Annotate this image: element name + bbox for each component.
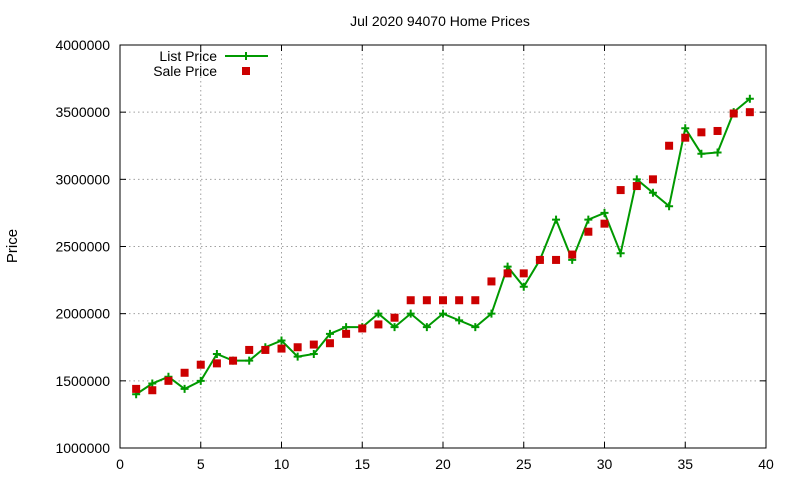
list-price-point (455, 316, 464, 325)
sale-price-point (229, 356, 238, 365)
legend-swatch-list-price-marker (242, 52, 250, 60)
sale-price-point (697, 128, 706, 137)
sale-price-point (422, 296, 431, 305)
list-price-point (713, 148, 722, 157)
list-price-point (422, 323, 431, 332)
sale-price-point (681, 133, 690, 142)
list-price-point (600, 208, 609, 217)
sale-price-point (471, 296, 480, 305)
list-price-point (342, 323, 351, 332)
sale-price-point (293, 343, 302, 352)
sale-price-point (309, 340, 318, 349)
list-price-point (471, 323, 480, 332)
list-price-point (309, 349, 318, 358)
grid (120, 45, 766, 448)
sale-price-point (552, 255, 561, 264)
series-list-price (132, 94, 754, 399)
sale-price-point (342, 329, 351, 338)
y-tick-label: 1500000 (55, 373, 110, 389)
list-price-point (180, 384, 189, 393)
list-price-point (697, 149, 706, 158)
sale-price-point (245, 345, 254, 354)
sale-price-point (212, 359, 221, 368)
list-price-point (648, 188, 657, 197)
x-tick-label: 15 (354, 456, 370, 472)
sale-price-point (164, 376, 173, 385)
y-tick-label: 1000000 (55, 440, 110, 456)
list-price-point (632, 175, 641, 184)
sale-price-point (600, 219, 609, 228)
x-tick-label: 20 (435, 456, 451, 472)
y-tick-label: 4000000 (55, 37, 110, 53)
sale-price-point (648, 175, 657, 184)
list-price-point (503, 262, 512, 271)
chart-title: Jul 2020 94070 Home Prices (350, 13, 530, 29)
list-price-point (519, 282, 528, 291)
sale-price-point (148, 386, 157, 395)
y-axis-label: Price (4, 229, 21, 263)
list-price-point (293, 352, 302, 361)
sale-price-point (455, 296, 464, 305)
sale-price-point (503, 269, 512, 278)
list-price-point (745, 94, 754, 103)
sale-price-point (406, 296, 415, 305)
list-price-point (552, 215, 561, 224)
legend-label-list-price: List Price (159, 48, 217, 64)
list-price-point (148, 379, 157, 388)
x-tick-label: 0 (116, 456, 124, 472)
sale-price-point (132, 384, 141, 393)
y-tick-label: 3500000 (55, 104, 110, 120)
sale-price-point (277, 344, 286, 353)
sale-price-point (568, 250, 577, 259)
sale-price-point (632, 182, 641, 191)
x-tick-label: 5 (197, 456, 205, 472)
sale-price-point (745, 108, 754, 117)
list-price-point (390, 323, 399, 332)
sale-price-point (196, 360, 205, 369)
list-price-point (374, 309, 383, 318)
list-price-point (406, 309, 415, 318)
list-price-point (212, 349, 221, 358)
list-price-point (681, 124, 690, 133)
list-price-point (584, 215, 593, 224)
list-price-point (196, 376, 205, 385)
sale-price-point (358, 324, 367, 333)
y-tick-label: 2500000 (55, 239, 110, 255)
x-tick-label: 35 (677, 456, 693, 472)
sale-price-point (519, 269, 528, 278)
sale-price-point (487, 277, 496, 286)
sale-price-point (439, 296, 447, 305)
x-tick-label: 25 (516, 456, 532, 472)
sale-price-point (180, 368, 189, 377)
x-tick-label: 30 (597, 456, 613, 472)
list-price-point (277, 336, 286, 345)
y-tick-label: 3000000 (55, 171, 110, 187)
sale-price-point (665, 141, 674, 150)
list-price-point (245, 356, 254, 365)
sale-price-point (713, 126, 722, 135)
y-tick-label: 2000000 (55, 306, 110, 322)
legend-label-sale-price: Sale Price (153, 63, 217, 79)
list-price-point (616, 249, 625, 258)
list-price-point (487, 309, 496, 318)
sale-price-point (729, 109, 738, 118)
legend-swatch-sale-price (242, 67, 250, 75)
sale-price-point (390, 313, 399, 322)
x-tick-label: 40 (758, 456, 774, 472)
sale-price-point (374, 320, 383, 329)
legend-swatches (225, 52, 268, 75)
sale-price-point (325, 339, 334, 348)
x-tick-label: 10 (274, 456, 290, 472)
list-price-point (665, 202, 674, 211)
sale-price-point (584, 227, 593, 236)
sale-price-point (261, 345, 270, 354)
list-price-point (439, 309, 447, 318)
sale-price-point (535, 255, 544, 264)
series-sale-price (132, 108, 754, 395)
legend: List Price Sale Price (153, 48, 268, 79)
axis-ticks: 0 5 10 15 20 25 30 35 40 1000000 1500000 2000000 250… (55, 37, 774, 472)
sale-price-point (616, 186, 625, 195)
list-price-point (325, 329, 334, 338)
